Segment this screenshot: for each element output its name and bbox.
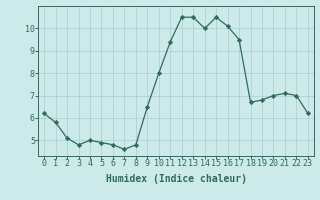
X-axis label: Humidex (Indice chaleur): Humidex (Indice chaleur) xyxy=(106,174,246,184)
